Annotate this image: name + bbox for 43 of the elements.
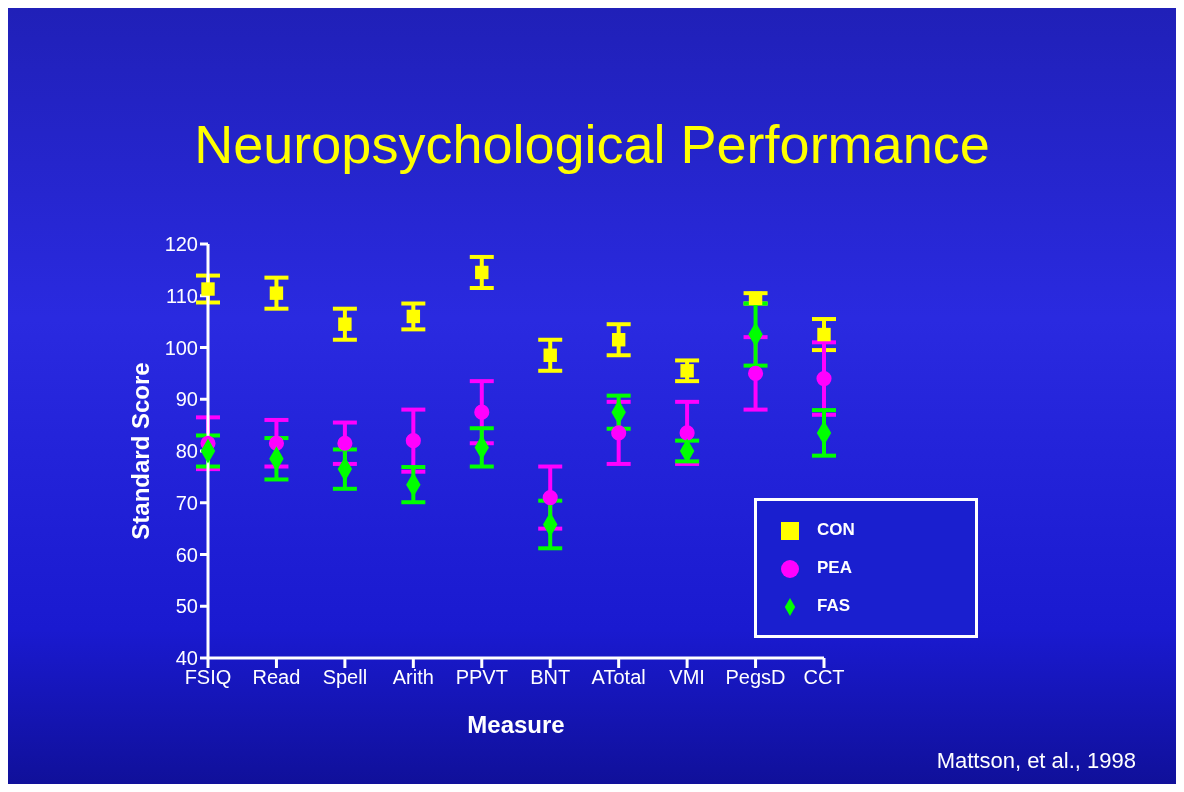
legend-label: PEA — [817, 558, 852, 577]
point — [817, 327, 831, 342]
x-tick-label: VMI — [669, 666, 705, 689]
point — [542, 490, 558, 506]
legend-label: CON — [817, 520, 855, 539]
legend-label: FAS — [817, 596, 851, 615]
y-tick-label: 110 — [166, 284, 198, 307]
chart-title: Neuropsychological Performance — [193, 113, 991, 175]
x-tick-label: Read — [252, 666, 301, 689]
y-tick-label: 60 — [175, 543, 198, 566]
point — [680, 364, 694, 378]
y-axis-title: Standard Score — [126, 362, 154, 540]
x-tick-label: ATotal — [591, 666, 646, 689]
point — [337, 435, 353, 451]
x-tick-label: Arith — [392, 666, 434, 689]
point — [611, 425, 627, 441]
x-tick-label: CCT — [803, 666, 845, 689]
point — [748, 291, 763, 306]
point — [338, 317, 352, 331]
x-tick-label: Spell — [322, 666, 368, 689]
point — [405, 433, 421, 449]
point — [406, 309, 421, 324]
x-tick-label: PegsD — [725, 666, 786, 689]
x-tick-label: BNT — [530, 666, 571, 689]
point — [611, 333, 626, 347]
point — [269, 286, 284, 300]
x-axis-title: Measure — [467, 711, 565, 738]
point — [474, 404, 490, 420]
point — [268, 435, 285, 451]
x-tick-label: PPVT — [455, 666, 508, 689]
point — [816, 371, 832, 387]
point — [747, 365, 764, 381]
y-tick-label: 100 — [164, 336, 198, 359]
y-tick-label: 90 — [175, 388, 198, 411]
y-tick-label: 70 — [175, 491, 198, 514]
y-tick-label: 80 — [175, 440, 198, 463]
y-tick-label: 120 — [164, 233, 198, 256]
point — [543, 348, 557, 362]
point — [201, 282, 215, 296]
text: Mattson, et al., 1998 — [936, 748, 1136, 774]
point — [679, 425, 695, 441]
y-tick-label: 50 — [175, 595, 198, 618]
point — [475, 265, 489, 280]
